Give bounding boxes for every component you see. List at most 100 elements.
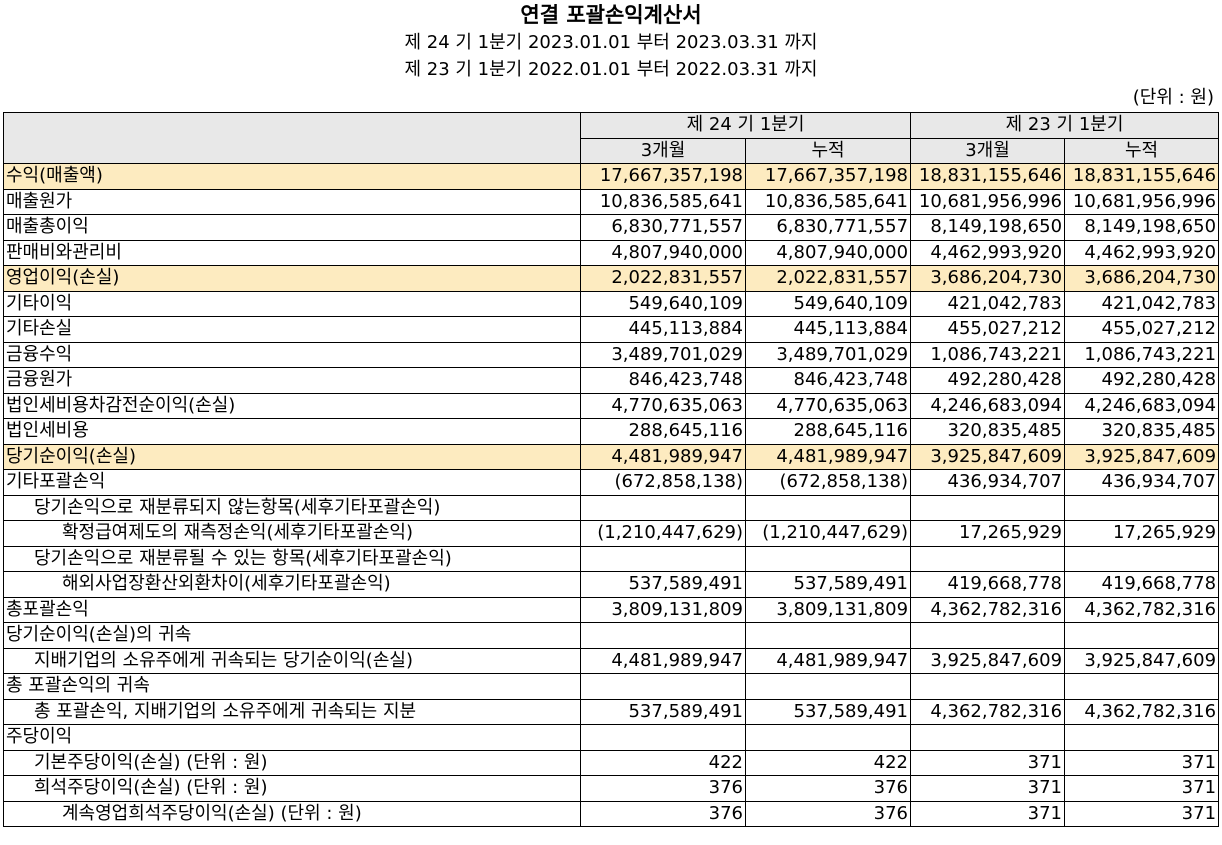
value-prior-3m: 4,462,993,920 [910,239,1066,266]
table-row: 계속영업희석주당이익(손실) (단위 : 원) 376 376 371 371 [3,800,1220,827]
value-prior-3m: 3,925,847,609 [910,443,1066,470]
value-prior-cum: 10,681,956,996 [1064,188,1220,215]
value-current-3m: 4,770,635,063 [580,392,746,419]
table-row: 금융수익 3,489,701,029 3,489,701,029 1,086,743,… [3,341,1220,368]
row-label: 판매비와관리비 [3,239,581,266]
value-prior-cum: 18,831,155,646 [1064,163,1220,190]
value-prior-3m: 371 [910,775,1066,802]
table-row: 영업이익(손실) 2,022,831,557 2,022,831,557 3,686,… [3,265,1220,292]
table-row: 희석주당이익(손실) (단위 : 원) 376 376 371 371 [3,775,1220,802]
table-row: 기타포괄손익 (672,858,138) (672,858,138) 436,934,… [3,469,1220,496]
value-current-cum: (672,858,138) [744,469,912,496]
value-current-cum: 376 [744,775,912,802]
value-current-3m: 17,667,357,198 [580,163,746,190]
value-prior-cum: 3,925,847,609 [1064,647,1220,674]
header-group-current: 제 24 기 1분기 [579,112,912,139]
value-current-3m: 4,481,989,947 [580,443,746,470]
table-row: 판매비와관리비 4,807,940,000 4,807,940,000 4,462,9… [3,239,1220,266]
value-prior-cum: 4,362,782,316 [1064,596,1220,623]
value-current-3m [580,673,746,700]
table-row: 당기손익으로 재분류될 수 있는 항목(세후기타포괄손익) [3,545,1220,572]
value-current-cum [744,673,912,700]
row-label: 매출총이익 [3,214,581,241]
value-prior-cum: 4,362,782,316 [1064,698,1220,725]
header-current-3m: 3개월 [580,137,746,164]
value-current-3m: 4,481,989,947 [580,647,746,674]
period-current: 제 24 기 1분기 2023.01.01 부터 2023.03.31 까지 [404,32,818,53]
value-prior-3m: 4,246,683,094 [910,392,1066,419]
row-label: 매출원가 [3,188,581,215]
value-current-cum [744,545,912,572]
row-label: 수익(매출액) [3,163,581,190]
value-current-3m: 376 [580,775,746,802]
value-prior-3m: 17,265,929 [910,520,1066,547]
statement-body: 수익(매출액) 17,667,357,198 17,667,357,198 18,83… [3,163,1220,827]
value-prior-3m: 4,362,782,316 [910,596,1066,623]
value-current-3m: 10,836,585,641 [580,188,746,215]
value-current-cum: 6,830,771,557 [744,214,912,241]
period-prior: 제 23 기 1분기 2022.01.01 부터 2022.03.31 까지 [404,59,818,80]
table-row: 기타이익 549,640,109 549,640,109 421,042,783 421… [3,290,1220,317]
value-prior-cum: 3,925,847,609 [1064,443,1220,470]
row-label: 당기순이익(손실)의 귀속 [3,622,581,649]
row-label: 당기순이익(손실) [3,443,581,470]
value-current-cum: 10,836,585,641 [744,188,912,215]
value-current-3m: 288,645,116 [580,418,746,445]
row-label: 주당이익 [3,724,581,751]
value-prior-cum: 419,668,778 [1064,571,1220,598]
value-current-cum [744,622,912,649]
value-current-3m: (672,858,138) [580,469,746,496]
row-label: 기타손실 [3,316,581,343]
value-prior-3m [910,724,1066,751]
value-current-cum: 537,589,491 [744,571,912,598]
value-prior-cum: 4,246,683,094 [1064,392,1220,419]
value-current-cum: 17,667,357,198 [744,163,912,190]
table-row: 총포괄손익 3,809,131,809 3,809,131,809 4,362,782… [3,596,1220,623]
value-current-3m: 549,640,109 [580,290,746,317]
value-prior-3m: 455,027,212 [910,316,1066,343]
row-label: 법인세비용차감전순이익(손실) [3,392,581,419]
value-prior-3m: 3,686,204,730 [910,265,1066,292]
value-prior-3m: 421,042,783 [910,290,1066,317]
value-current-3m: 422 [580,749,746,776]
value-prior-cum: 371 [1064,775,1220,802]
value-prior-cum: 371 [1064,800,1220,827]
value-prior-3m: 320,835,485 [910,418,1066,445]
row-label: 총 포괄손익, 지배기업의 소유주에게 귀속되는 지분 [3,698,581,725]
row-label: 희석주당이익(손실) (단위 : 원) [3,775,581,802]
value-current-3m [580,545,746,572]
value-prior-3m: 436,934,707 [910,469,1066,496]
value-prior-3m [910,673,1066,700]
value-prior-3m: 10,681,956,996 [910,188,1066,215]
value-current-3m: 376 [580,800,746,827]
table-row: 당기손익으로 재분류되지 않는항목(세후기타포괄손익) [3,494,1220,521]
value-current-3m: 6,830,771,557 [580,214,746,241]
value-current-cum: 4,807,940,000 [744,239,912,266]
value-prior-cum: 3,686,204,730 [1064,265,1220,292]
row-label: 금융원가 [3,367,581,394]
table-row: 매출원가 10,836,585,641 10,836,585,641 10,681,9… [3,188,1220,215]
value-prior-3m [910,622,1066,649]
value-current-cum: 4,481,989,947 [744,443,912,470]
value-prior-3m: 3,925,847,609 [910,647,1066,674]
row-label: 금융수익 [3,341,581,368]
value-prior-3m: 18,831,155,646 [910,163,1066,190]
value-current-cum: 2,022,831,557 [744,265,912,292]
value-prior-cum [1064,673,1220,700]
value-prior-cum: 320,835,485 [1064,418,1220,445]
row-label: 해외사업장환산외환차이(세후기타포괄손익) [3,571,581,598]
value-current-cum: (1,210,447,629) [744,520,912,547]
row-label: 법인세비용 [3,418,581,445]
value-prior-3m: 8,149,198,650 [910,214,1066,241]
value-current-cum: 549,640,109 [744,290,912,317]
value-current-cum: 376 [744,800,912,827]
value-current-3m: 846,423,748 [580,367,746,394]
value-prior-cum: 4,462,993,920 [1064,239,1220,266]
table-row: 매출총이익 6,830,771,557 6,830,771,557 8,149,198… [3,214,1220,241]
row-label: 계속영업희석주당이익(손실) (단위 : 원) [3,800,581,827]
table-row: 수익(매출액) 17,667,357,198 17,667,357,198 18,83… [3,163,1220,190]
value-current-cum: 4,770,635,063 [744,392,912,419]
table-row: 총 포괄손익, 지배기업의 소유주에게 귀속되는 지분 537,589,491 53… [3,698,1220,725]
value-prior-cum: 455,027,212 [1064,316,1220,343]
header-current-cum: 누적 [744,137,912,164]
